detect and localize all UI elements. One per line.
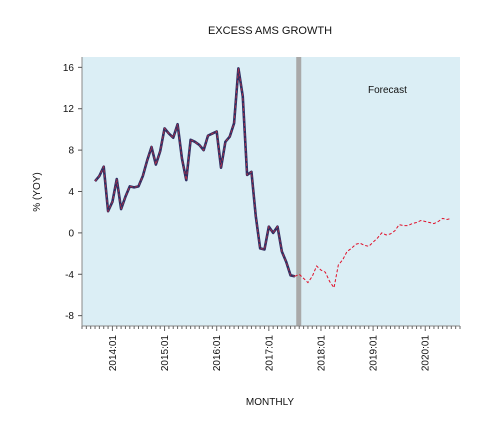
y-tick-label: 12 — [63, 104, 75, 115]
x-tick-label: 2015:01 — [160, 335, 171, 372]
forecast-start-marker — [296, 57, 302, 326]
y-axis-label: % (YOY) — [32, 172, 43, 211]
x-tick-label: 2020:01 — [421, 335, 432, 372]
x-tick-label: 2017:01 — [264, 335, 275, 372]
forecast-series-line — [294, 217, 452, 289]
x-tick-label: 2016:01 — [212, 335, 223, 372]
plot-area — [82, 57, 460, 326]
y-tick-label: -8 — [65, 311, 74, 322]
x-tick-label: 2019:01 — [369, 335, 380, 372]
y-tick-label: 4 — [68, 187, 74, 198]
y-tick-label: -4 — [65, 270, 74, 281]
y-tick-label: 8 — [68, 146, 74, 157]
chart-title: EXCESS AMS GROWTH — [208, 25, 332, 37]
x-axis-label: MONTHLY — [246, 397, 294, 408]
history-fitted-line — [94, 68, 296, 277]
plot-marks: -8 -4 0 4 8 12 16 2014:01 2015:01 2016:01 2017:01 2… — [63, 57, 461, 372]
forecast-annotation: Forecast — [368, 85, 407, 96]
y-tick-label: 0 — [68, 228, 74, 239]
x-tick-label: 2014:01 — [108, 335, 119, 372]
y-tick-label: 16 — [63, 63, 75, 74]
x-tick-label: 2018:01 — [316, 335, 327, 372]
